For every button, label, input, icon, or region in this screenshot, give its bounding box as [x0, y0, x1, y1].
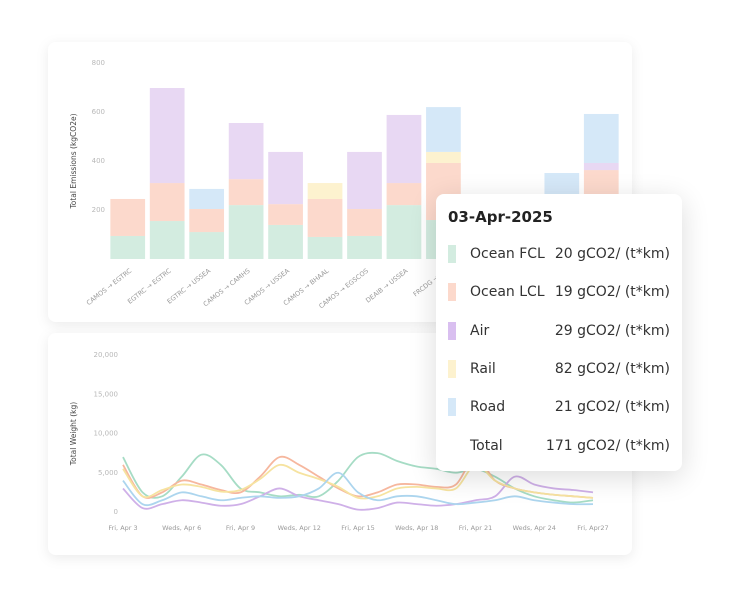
- bar-segment: [268, 151, 303, 205]
- x-tick-label: Weds, Apr 18: [395, 524, 438, 532]
- bar-segment: [347, 151, 382, 210]
- y-axis-title: Total Emissions (kgCO2e): [69, 113, 78, 209]
- bar-segment: [189, 209, 225, 233]
- x-tick-label: Fri, Apr27: [577, 524, 608, 532]
- bar-segment: [386, 205, 422, 259]
- bar-segment: [189, 188, 225, 210]
- bar-segment: [386, 114, 422, 184]
- series-value: 19 gCO2/ (t*km): [554, 284, 670, 301]
- series-value: 82 gCO2/ (t*km): [554, 360, 670, 377]
- y-tick-label: 15,000: [94, 390, 119, 398]
- bar-segment: [347, 235, 382, 259]
- y-tick-label: 800: [92, 59, 105, 67]
- tooltip-row: Road 21 gCO2/ (t*km): [448, 397, 670, 417]
- bar-segment: [307, 236, 343, 259]
- y-tick-label: 10,000: [94, 430, 119, 438]
- bar-segment: [347, 209, 382, 236]
- bar-segment: [149, 87, 185, 184]
- legend-swatch: [448, 283, 456, 302]
- x-tick-label: Fri, Apr 9: [226, 524, 255, 532]
- bar-segment: [386, 183, 422, 206]
- x-tick-label: Fri, Apr 21: [459, 524, 492, 532]
- bar-segment: [228, 179, 264, 206]
- x-tick-label: Weds, Apr 6: [162, 524, 201, 532]
- legend-swatch: [448, 398, 456, 417]
- legend-swatch: [448, 245, 456, 263]
- tooltip-row: Air 29 gCO2/ (t*km): [448, 321, 670, 341]
- series-name: Total: [470, 437, 503, 454]
- bar-segment: [110, 198, 146, 236]
- tooltip-row: Total 171 gCO2/ (t*km): [448, 436, 670, 456]
- bar-segment: [228, 205, 264, 259]
- x-tick-label: Fri, Apr 3: [108, 524, 137, 532]
- series-line: [122, 471, 594, 507]
- bar-segment: [307, 183, 343, 199]
- x-tick-label: Fri, Apr 15: [341, 524, 374, 532]
- bar-segment: [583, 113, 619, 163]
- tooltip: 03-Apr-2025 Ocean FCL 20 gCO2/ (t*km) Ocea…: [436, 194, 682, 471]
- series-value: 29 gCO2/ (t*km): [554, 322, 670, 339]
- series-line: [122, 475, 594, 511]
- tooltip-row: Ocean LCL 19 gCO2/ (t*km): [448, 282, 670, 302]
- y-tick-label: 400: [92, 157, 105, 165]
- y-axis-title: Total Weight (kg): [69, 402, 78, 466]
- bar-segment: [268, 204, 303, 225]
- series-line: [122, 463, 594, 500]
- series-name: Ocean FCL: [470, 246, 545, 262]
- series-value: 21 gCO2/ (t*km): [554, 399, 670, 416]
- x-tick-label: Weds, Apr 24: [513, 524, 556, 532]
- series-name: Air: [470, 322, 490, 339]
- series-name: Ocean LCL: [470, 284, 545, 301]
- legend-swatch: [448, 359, 456, 378]
- x-tick-label: Weds, Apr 12: [278, 524, 321, 532]
- series-name: Road: [470, 399, 506, 416]
- bar-segment: [189, 232, 225, 259]
- y-tick-label: 0: [114, 508, 118, 516]
- tooltip-row: Rail 82 gCO2/ (t*km): [448, 359, 670, 379]
- bar-segment: [149, 183, 185, 222]
- bar-segment: [426, 107, 461, 152]
- bar-segment: [268, 224, 303, 259]
- bar-segment: [307, 198, 343, 237]
- y-tick-label: 600: [92, 108, 105, 116]
- bar-segment: [110, 235, 146, 259]
- y-tick-label: 5,000: [98, 469, 118, 477]
- y-tick-label: 20,000: [94, 351, 119, 359]
- bar-segment: [544, 173, 580, 198]
- series-value: 171 gCO2/ (t*km): [545, 437, 670, 454]
- bar-segment: [149, 221, 185, 259]
- series-name: Rail: [470, 360, 496, 377]
- legend-swatch: [448, 321, 456, 340]
- y-tick-label: 200: [92, 206, 105, 214]
- tooltip-date: 03-Apr-2025: [448, 208, 553, 226]
- bar-segment: [583, 162, 619, 171]
- series-value: 20 gCO2/ (t*km): [554, 246, 670, 262]
- bar-segment: [228, 123, 264, 180]
- bar-segment: [426, 151, 461, 163]
- tooltip-row: Ocean FCL 20 gCO2/ (t*km): [448, 244, 670, 264]
